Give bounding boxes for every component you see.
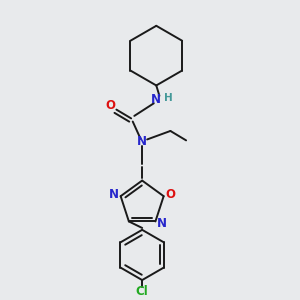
Text: H: H (164, 93, 172, 103)
Text: N: N (151, 93, 161, 106)
Text: Cl: Cl (136, 286, 148, 298)
Text: N: N (137, 135, 147, 148)
Text: O: O (166, 188, 176, 201)
Text: O: O (106, 99, 116, 112)
Text: N: N (109, 188, 119, 201)
Text: N: N (157, 217, 167, 230)
